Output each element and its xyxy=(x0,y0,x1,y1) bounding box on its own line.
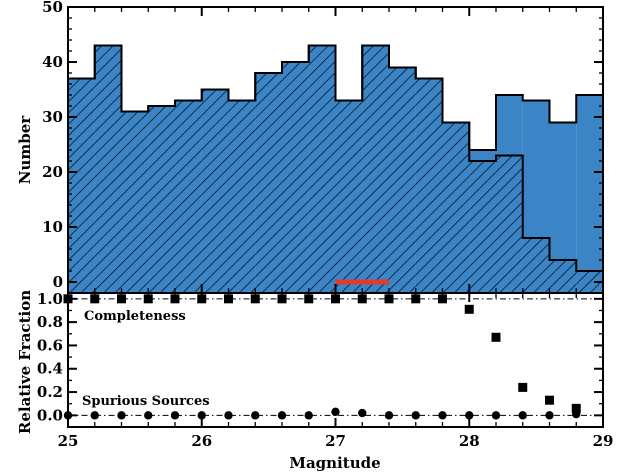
completeness-annotation: Completeness xyxy=(84,309,186,324)
y-tick-label: 10 xyxy=(42,218,63,236)
y-tick-label: 40 xyxy=(42,53,63,71)
spurious-point xyxy=(331,407,340,417)
spurious-point xyxy=(251,411,260,420)
histogram-bar-hatch xyxy=(415,78,443,293)
histogram-bar-solid xyxy=(576,95,603,293)
fraction-ticks: 0.0 0.2 0.4 0.6 0.8 1.0 25 26 27 28 29 xyxy=(37,290,614,450)
spurious-point xyxy=(277,411,287,420)
y-tick-label: 0.8 xyxy=(37,313,63,331)
spurious-point xyxy=(465,411,474,420)
spurious-point xyxy=(358,408,367,418)
spurious-point xyxy=(117,411,126,420)
y-tick-label: 20 xyxy=(42,163,63,181)
histogram-ticks: 0 10 20 30 40 50 xyxy=(42,0,604,293)
histogram-bar-hatch xyxy=(335,100,363,293)
completeness-point xyxy=(571,403,581,413)
spurious-sources-annotation: Spurious Sources xyxy=(82,394,210,409)
hatched-histogram-outline xyxy=(68,44,603,272)
histogram-bar-hatch xyxy=(68,78,95,293)
spurious-point xyxy=(170,411,180,420)
histogram-bar-hatch xyxy=(469,161,496,293)
histogram-bar-hatch xyxy=(522,238,550,293)
histogram-panel xyxy=(68,44,603,293)
spurious-point xyxy=(491,411,501,420)
x-tick-label: 28 xyxy=(459,432,480,450)
histogram-bar-hatch xyxy=(201,89,229,293)
spurious-point xyxy=(197,411,206,420)
completeness-point xyxy=(464,304,474,314)
histogram-bar-hatch xyxy=(255,73,282,293)
completeness-point xyxy=(545,395,554,405)
spurious-point xyxy=(384,411,394,420)
histogram-bar-hatch xyxy=(389,67,416,293)
y-tick-label: 0 xyxy=(53,273,63,291)
y-tick-label: 50 xyxy=(42,0,63,16)
x-tick-label: 26 xyxy=(191,432,212,450)
spurious-point xyxy=(144,411,153,420)
completeness-point xyxy=(224,294,233,304)
spurious-point xyxy=(572,409,581,419)
completeness-point xyxy=(143,294,153,304)
histogram-bar-hatch xyxy=(576,271,603,293)
completeness-point xyxy=(438,294,447,304)
histogram-bar-hatch xyxy=(496,155,523,293)
y-tick-label: 0.0 xyxy=(37,406,63,424)
spurious-point xyxy=(90,411,99,420)
completeness-point xyxy=(117,294,126,304)
y-tick-label: 30 xyxy=(42,108,63,126)
x-tick-label: 27 xyxy=(325,432,346,450)
histogram-bar-hatch xyxy=(148,106,175,293)
completeness-point xyxy=(384,294,394,304)
completeness-point xyxy=(304,294,314,304)
x-tick-label: 25 xyxy=(58,432,79,450)
completeness-point xyxy=(277,294,287,304)
y-tick-label: 0.4 xyxy=(37,360,63,378)
spurious-point xyxy=(411,411,420,420)
x-tick-label: 29 xyxy=(593,432,614,450)
x-axis-title: Magnitude xyxy=(289,454,380,472)
spurious-point xyxy=(545,411,554,420)
histogram-bar-hatch xyxy=(228,100,256,293)
histogram-bar-hatch xyxy=(362,45,389,293)
y-axis-title-top: Number xyxy=(16,115,34,185)
y-tick-label: 0.2 xyxy=(37,383,63,401)
histogram-bar-hatch xyxy=(175,100,202,293)
completeness-point xyxy=(411,294,421,304)
completeness-point xyxy=(90,294,100,304)
histogram-bar-hatch xyxy=(94,45,122,293)
y-tick-label: 1.0 xyxy=(37,290,63,308)
completeness-point xyxy=(357,294,367,304)
histogram-bar-hatch xyxy=(121,111,149,293)
completeness-point xyxy=(491,332,501,342)
completeness-point xyxy=(170,294,180,304)
spurious-point xyxy=(304,411,313,420)
y-tick-label: 0.6 xyxy=(37,336,63,354)
spurious-point xyxy=(438,411,447,420)
histogram-bar-hatch xyxy=(549,260,577,293)
spurious-point xyxy=(224,411,233,420)
completeness-point xyxy=(250,294,260,304)
spurious-point xyxy=(518,411,527,420)
histogram-bar-hatch xyxy=(442,122,470,293)
completeness-point xyxy=(518,382,528,392)
histogram-bar-hatch xyxy=(308,45,336,293)
histogram-bar-hatch xyxy=(282,62,309,293)
y-axis-title-bottom: Relative Fraction xyxy=(16,290,34,434)
